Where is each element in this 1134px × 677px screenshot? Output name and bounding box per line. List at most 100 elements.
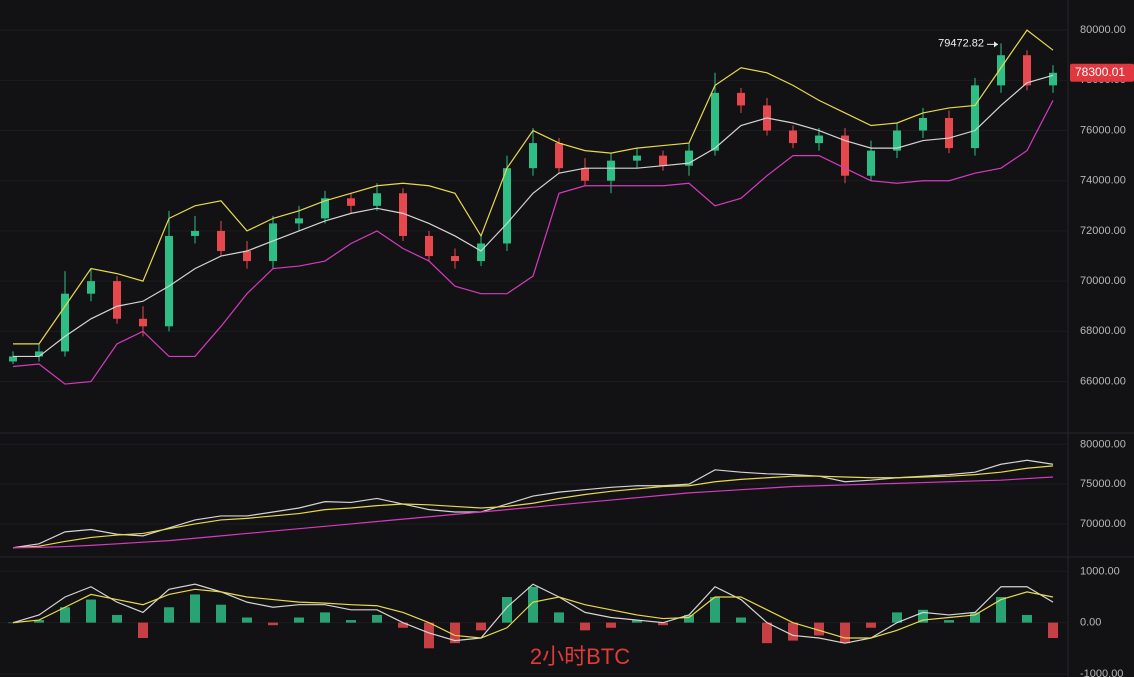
candle-body: [555, 143, 563, 169]
macd-bar: [34, 620, 44, 623]
candle-body: [425, 235, 433, 257]
indicator-line: [12, 459, 1054, 549]
indicator-line: [12, 588, 1054, 639]
macd-bar: [788, 622, 798, 641]
macd-bar: [684, 614, 694, 623]
candle-body: [217, 230, 225, 252]
macd-bar: [580, 622, 590, 631]
candle-body: [633, 155, 641, 161]
candle-body: [503, 168, 511, 244]
macd-bar: [294, 617, 304, 623]
y-tick-label: 1000.00: [1080, 565, 1120, 577]
macd-bar: [398, 622, 408, 628]
candle-body: [581, 168, 589, 181]
macd-bar: [216, 604, 226, 623]
macd-bar: [268, 622, 278, 626]
indicator-line: [12, 583, 1054, 644]
candle-body: [87, 281, 95, 294]
macd-bar: [320, 612, 330, 623]
candle-body: [711, 92, 719, 151]
macd-bar: [164, 607, 174, 623]
candle-body: [529, 143, 537, 169]
candle-body: [321, 198, 329, 219]
candle-body: [191, 230, 199, 236]
candle-body: [893, 130, 901, 151]
macd-bar: [554, 612, 564, 623]
macd-bar: [112, 614, 122, 623]
macd-bar: [372, 614, 382, 623]
macd-bar: [606, 622, 616, 628]
candle-body: [243, 251, 251, 262]
candle-body: [139, 318, 147, 327]
candle-body: [867, 150, 875, 176]
candle-body: [35, 351, 43, 357]
candle-body: [113, 281, 121, 319]
candle-body: [165, 235, 173, 327]
indicator-line: [12, 465, 1054, 549]
y-tick-label: 80000.00: [1080, 438, 1126, 450]
candle-body: [841, 135, 849, 176]
macd-bar: [424, 622, 434, 649]
macd-bar: [944, 620, 954, 623]
macd-bar: [762, 622, 772, 644]
macd-bar: [970, 612, 980, 623]
macd-bar: [60, 607, 70, 623]
macd-bar: [86, 599, 96, 623]
candle-body: [1023, 55, 1031, 86]
plot-layer: 80000.0078000.0076000.0074000.0072000.00…: [0, 24, 1134, 677]
watermark: 2小时BTC: [530, 644, 630, 669]
macd-bar: [918, 609, 928, 623]
annotation-label: 79472.82: [938, 37, 984, 49]
y-tick-label: 70000.00: [1080, 518, 1126, 530]
candle-body: [815, 135, 823, 144]
y-tick-label: -1000.00: [1080, 668, 1123, 677]
candle-body: [9, 356, 17, 362]
macd-bar: [1022, 614, 1032, 623]
candle-body: [269, 223, 277, 262]
macd-bar: [840, 622, 850, 644]
last-price-tag: [1070, 63, 1134, 82]
candle-body: [477, 243, 485, 262]
candle-body: [373, 193, 381, 206]
macd-bar: [502, 597, 512, 623]
candle-body: [919, 117, 927, 131]
y-tick-label: 72000.00: [1080, 225, 1126, 237]
macd-bar: [866, 622, 876, 628]
macd-bar: [710, 597, 720, 623]
candle-body: [295, 218, 303, 224]
candle-body: [659, 155, 667, 166]
candle-body: [399, 193, 407, 236]
y-tick-label: 0.00: [1080, 617, 1101, 629]
macd-bar: [476, 622, 486, 631]
candle-body: [607, 160, 615, 181]
candle-body: [451, 256, 459, 262]
indicator-line: [12, 476, 1054, 549]
macd-bar: [658, 622, 668, 626]
candle-body: [1049, 72, 1057, 86]
macd-bar: [996, 597, 1006, 623]
candle-body: [945, 117, 953, 149]
macd-bar: [8, 622, 18, 624]
macd-bar: [450, 622, 460, 644]
y-tick-label: 68000.00: [1080, 325, 1126, 337]
indicator-line: [13, 74, 1054, 358]
macd-bar: [528, 586, 538, 623]
macd-bar: [190, 594, 200, 623]
indicator-line: [13, 29, 1054, 345]
y-tick-label: 80000.00: [1080, 24, 1126, 36]
y-tick-label: 66000.00: [1080, 375, 1126, 387]
macd-bar: [736, 617, 746, 623]
macd-bar: [892, 612, 902, 623]
last-price-label: 78300.01: [1075, 65, 1125, 79]
macd-bar: [346, 620, 356, 623]
y-tick-label: 74000.00: [1080, 175, 1126, 187]
macd-bar: [1048, 622, 1058, 639]
annotation-arrowhead: [994, 41, 998, 48]
macd-bar: [814, 622, 824, 636]
candle-body: [737, 92, 745, 106]
macd-bar: [242, 617, 252, 623]
macd-bar: [632, 620, 642, 623]
y-tick-label: 70000.00: [1080, 275, 1126, 287]
